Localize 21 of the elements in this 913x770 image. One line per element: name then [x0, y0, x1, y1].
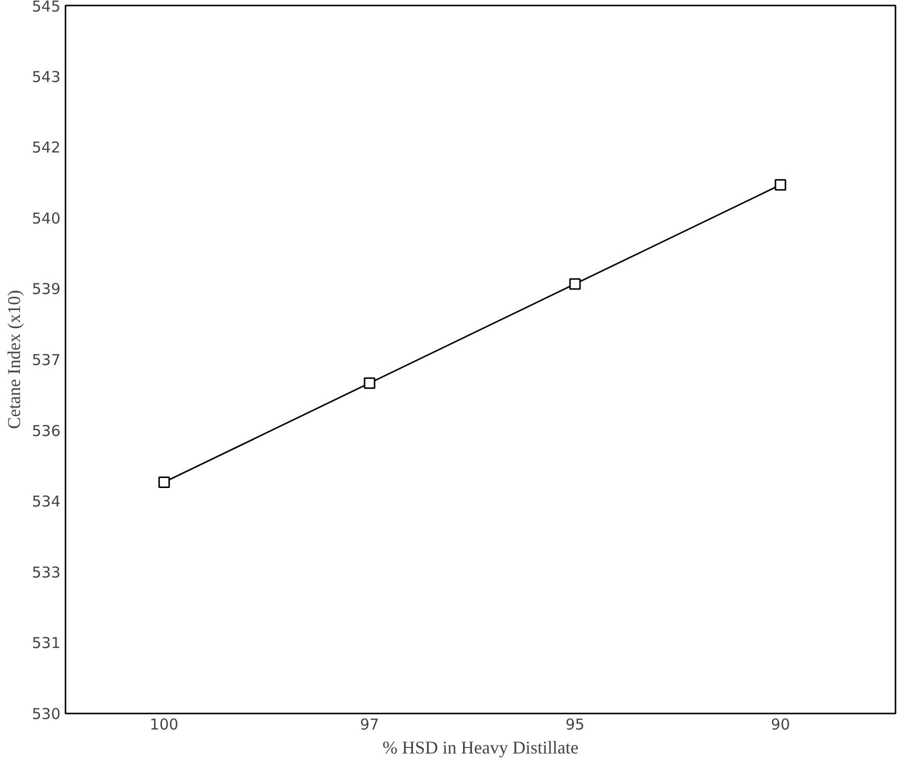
- y-tick-label: 539: [32, 280, 61, 298]
- y-tick-label: 540: [32, 209, 61, 228]
- point: [569, 278, 581, 290]
- y-tick-label: 530: [32, 705, 61, 723]
- point: [364, 377, 376, 389]
- y-tick-label: 545: [32, 0, 61, 16]
- y-tick-label: 543: [32, 68, 61, 86]
- y-tick-label: 537: [32, 351, 61, 369]
- y-tick-label: 531: [32, 634, 61, 652]
- y-tick-label: 542: [32, 138, 61, 157]
- x-axis-title: % HSD in Heavy Distillate: [382, 738, 578, 758]
- y-axis-title: Cetane Index (x10): [4, 290, 24, 429]
- x-tick-label: 97: [360, 716, 380, 734]
- x-tick-label: 100: [150, 716, 178, 734]
- y-tick-label: 533: [32, 563, 61, 582]
- x-tick-label: 90: [770, 716, 790, 734]
- point: [158, 476, 170, 488]
- point: [774, 179, 786, 191]
- x-tick-label: 95: [565, 716, 585, 734]
- y-tick-label: 534: [32, 492, 61, 511]
- y-tick-label: 536: [32, 422, 61, 440]
